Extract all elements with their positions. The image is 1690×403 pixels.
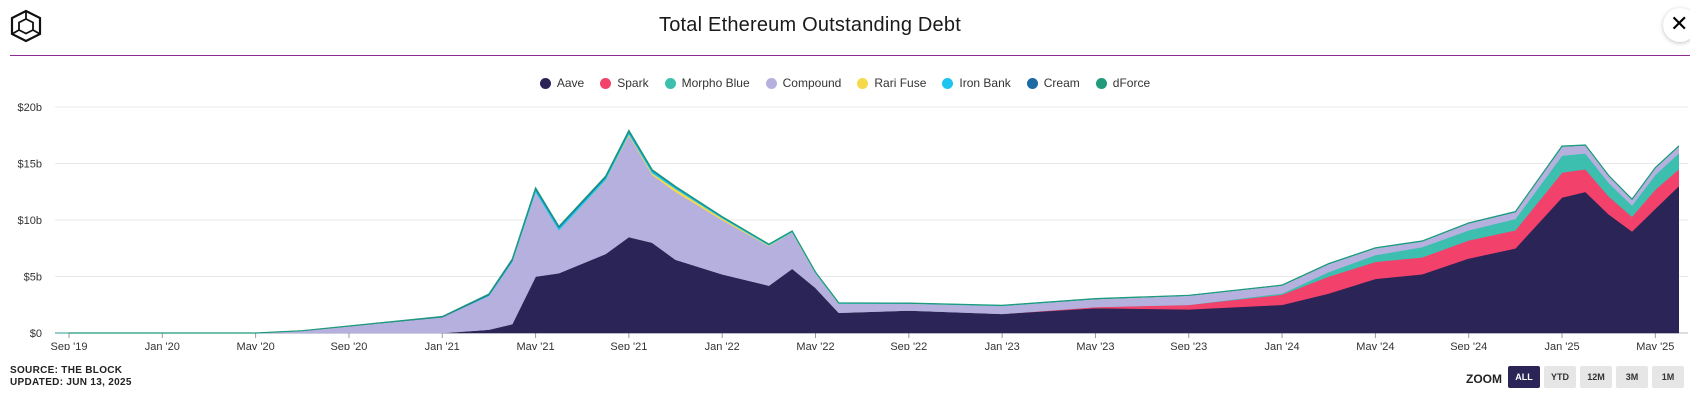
- close-icon[interactable]: ✕: [1663, 8, 1690, 42]
- legend-label: Iron Bank: [959, 76, 1011, 90]
- y-tick-label: $0: [30, 328, 42, 340]
- x-tick-label: Sep '21: [610, 341, 647, 350]
- legend-item-compound[interactable]: Compound: [765, 76, 842, 90]
- y-tick-label: $20b: [18, 102, 42, 114]
- legend-label: Spark: [617, 76, 649, 90]
- header-divider: [10, 55, 1690, 56]
- source-text: SOURCE: THE BLOCK: [10, 365, 123, 376]
- legend-marker: [942, 77, 954, 89]
- legend-label: Cream: [1043, 76, 1080, 90]
- legend-label: Rari Fuse: [874, 76, 927, 90]
- legend-marker: [1095, 77, 1107, 89]
- zoom-label: ZOOM: [1466, 372, 1502, 386]
- x-tick-label: Sep '20: [330, 341, 367, 350]
- x-tick-label: Jan '24: [1265, 341, 1300, 350]
- legend-label: Morpho Blue: [681, 76, 750, 90]
- y-tick-label: $15b: [18, 159, 42, 171]
- source-note: SOURCE: THE BLOCK UPDATED: JUN 13, 2025: [10, 365, 132, 389]
- x-tick-label: Jan '25: [1544, 341, 1579, 350]
- chart-legend: Aave Spark Morpho Blue Compound Rari Fuse Iro…: [0, 76, 1690, 90]
- x-tick-label: Jan '22: [705, 341, 740, 350]
- legend-marker: [765, 77, 777, 89]
- y-tick-label: $5b: [24, 272, 42, 284]
- legend-item-aave[interactable]: Aave: [539, 76, 585, 90]
- legend-marker: [600, 77, 612, 89]
- legend-label: Compound: [782, 76, 842, 90]
- zoom-button-3m[interactable]: 3M: [1616, 366, 1648, 388]
- chart-title: Total Ethereum Outstanding Debt: [659, 14, 961, 36]
- x-tick-label: Sep '24: [1450, 341, 1487, 350]
- x-tick-label: May '24: [1356, 341, 1394, 350]
- debt-area-chart: $0 $5b $10b $15b $20b Sep '19 Jan '20 May '20 Se…: [18, 102, 1688, 350]
- x-tick-label: Sep '19: [51, 341, 88, 350]
- legend-item-spark[interactable]: Spark: [600, 76, 649, 90]
- legend-marker: [539, 77, 551, 89]
- y-tick-label: $10b: [18, 215, 42, 227]
- total-outline: [69, 129, 1680, 334]
- legend-marker: [1026, 77, 1038, 89]
- x-tick-label: Jan '23: [985, 341, 1020, 350]
- x-tick-label: Sep '22: [890, 341, 927, 350]
- x-tick-label: Sep '23: [1170, 341, 1207, 350]
- x-tick-label: Jan '20: [145, 341, 180, 350]
- x-tick-label: May '20: [237, 341, 275, 350]
- legend-marker: [857, 77, 869, 89]
- legend-label: dForce: [1112, 76, 1151, 90]
- legend-item-rari-fuse[interactable]: Rari Fuse: [857, 76, 926, 90]
- legend-item-iron-bank[interactable]: Iron Bank: [942, 76, 1011, 90]
- x-tick-label: Jan '21: [425, 341, 460, 350]
- zoom-button-12m[interactable]: 12M: [1580, 366, 1612, 388]
- x-tick-label: May '21: [516, 341, 554, 350]
- x-tick-label: May '22: [796, 341, 834, 350]
- zoom-button-all[interactable]: ALL: [1508, 366, 1540, 388]
- legend-item-morpho-blue[interactable]: Morpho Blue: [664, 76, 750, 90]
- x-tick-label: May '25: [1636, 341, 1674, 350]
- the-block-logo-icon: [10, 9, 42, 43]
- zoom-button-1m[interactable]: 1M: [1652, 366, 1684, 388]
- legend-item-cream[interactable]: Cream: [1026, 76, 1080, 90]
- updated-text: UPDATED: JUN 13, 2025: [10, 377, 132, 388]
- x-tick-label: May '23: [1076, 341, 1114, 350]
- zoom-button-ytd[interactable]: YTD: [1544, 366, 1576, 388]
- legend-item-dforce[interactable]: dForce: [1095, 76, 1151, 90]
- legend-marker: [664, 77, 676, 89]
- legend-label: Aave: [556, 76, 585, 90]
